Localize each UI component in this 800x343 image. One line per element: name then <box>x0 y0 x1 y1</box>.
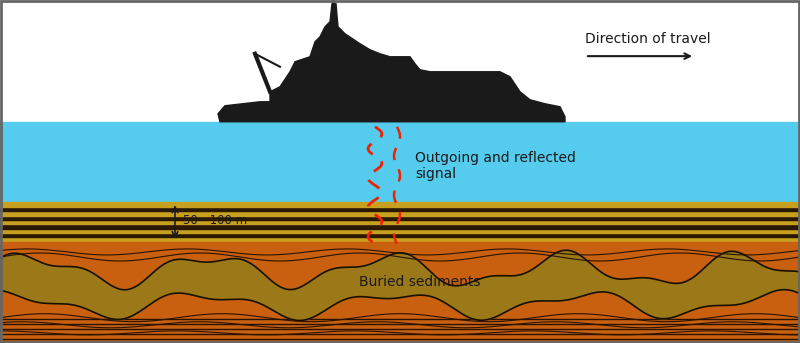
Bar <box>0 122 800 202</box>
Bar <box>0 207 800 211</box>
Bar <box>0 229 800 233</box>
Bar <box>0 237 800 242</box>
Bar <box>0 220 800 224</box>
Bar <box>0 242 800 343</box>
Polygon shape <box>218 4 565 122</box>
Bar <box>0 233 800 237</box>
Bar <box>0 215 800 220</box>
Text: 50 - 100 m: 50 - 100 m <box>183 214 247 227</box>
Text: Buried sediments: Buried sediments <box>359 275 481 289</box>
Text: Direction of travel: Direction of travel <box>585 32 710 46</box>
Bar <box>0 224 800 229</box>
Text: Outgoing and reflected
signal: Outgoing and reflected signal <box>415 151 576 181</box>
Bar <box>0 211 800 215</box>
Bar <box>0 0 800 122</box>
Bar <box>0 202 800 207</box>
